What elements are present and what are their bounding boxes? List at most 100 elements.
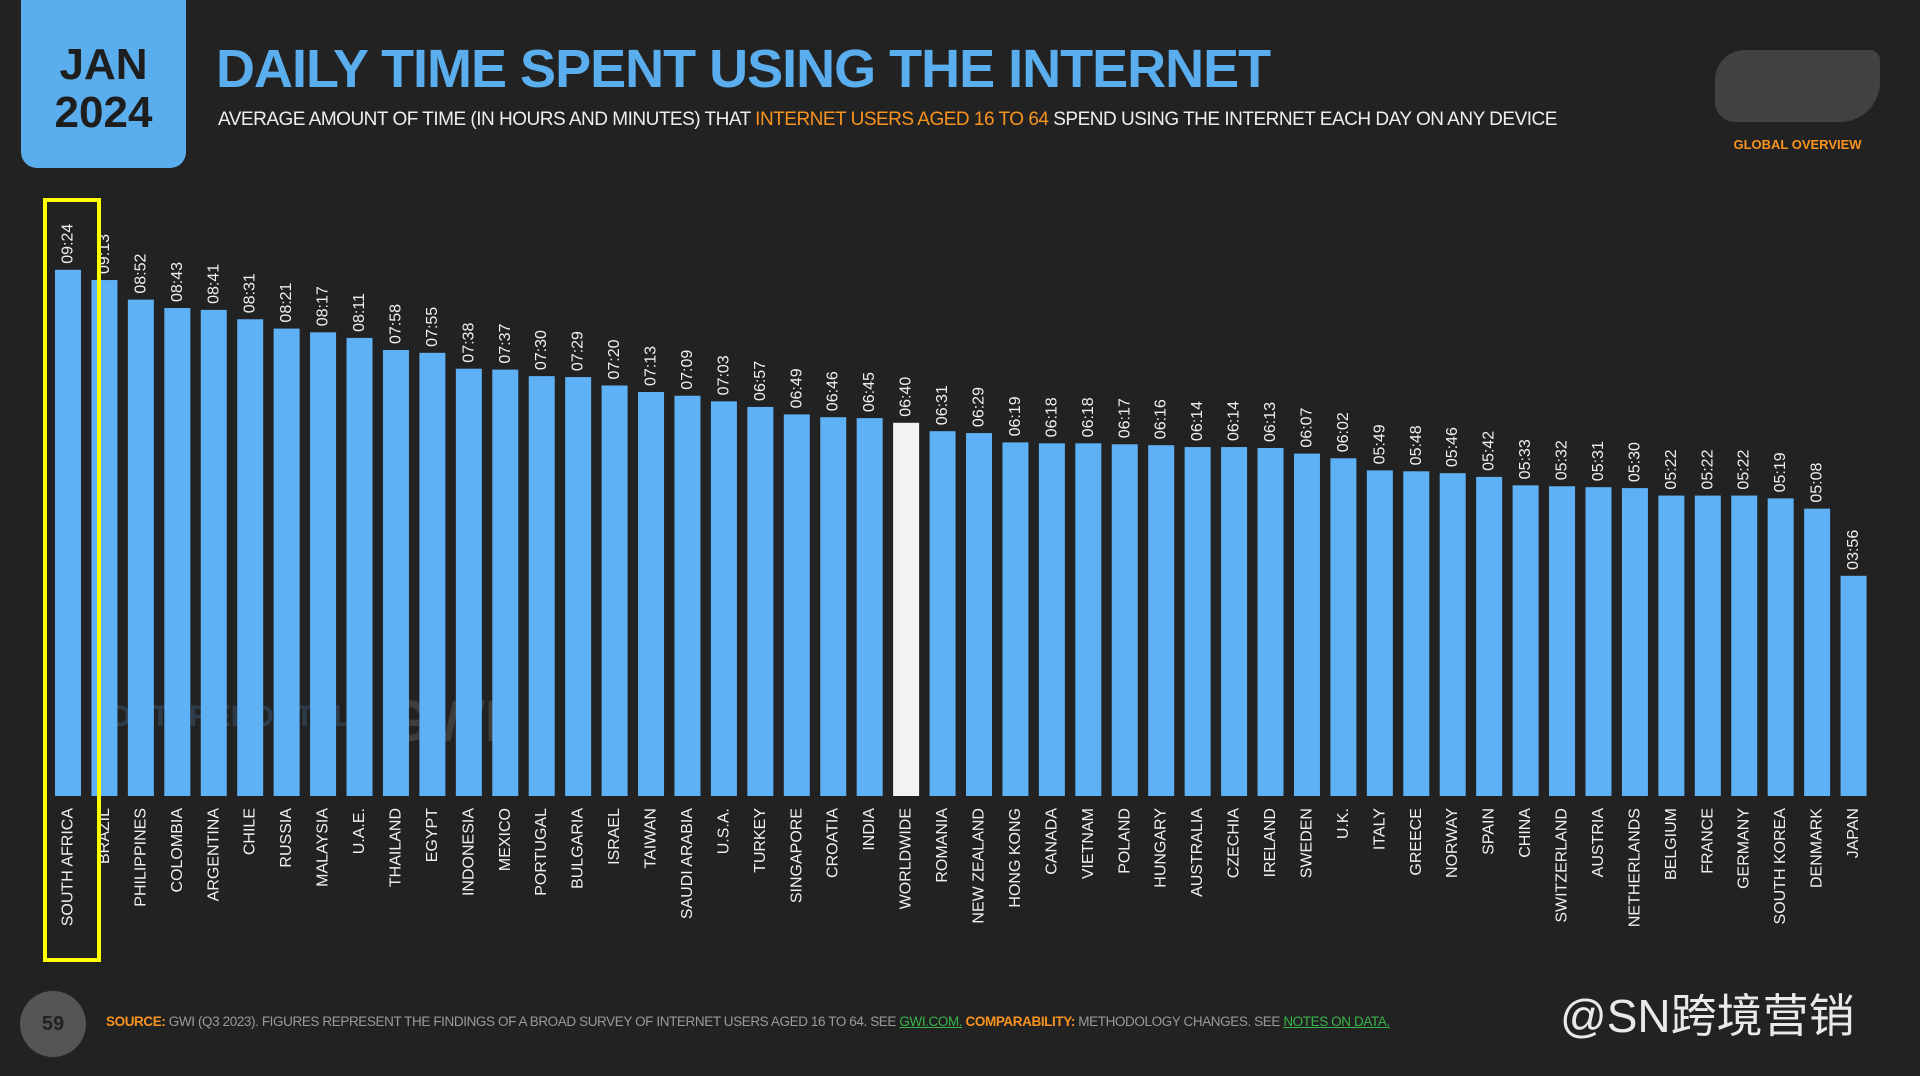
bar: [710, 401, 737, 796]
bar: [237, 319, 264, 796]
bar: [1767, 498, 1794, 796]
category-label: SWEDEN: [1298, 808, 1315, 878]
bar: [747, 406, 774, 796]
badge-year: 2024: [54, 88, 153, 137]
value-label: 05:33: [1517, 439, 1534, 479]
subtitle-part: SPEND USING THE INTERNET EACH DAY ON ANY…: [1048, 109, 1557, 130]
bar: [1840, 575, 1867, 796]
category-label: HONG KONG: [1007, 808, 1024, 908]
bar: [1621, 488, 1648, 796]
bar: [820, 417, 847, 796]
bar: [1002, 442, 1029, 796]
value-label: 06:17: [1116, 398, 1133, 438]
category-label: U.A.E.: [351, 808, 368, 854]
category-label: SPAIN: [1481, 808, 1498, 855]
bar: [1330, 458, 1357, 796]
value-label: 05:42: [1481, 431, 1498, 471]
value-label: 06:18: [1043, 397, 1060, 437]
source-link[interactable]: GWI.COM.: [899, 1014, 963, 1029]
value-label: 07:38: [460, 323, 477, 363]
bar: [200, 309, 227, 796]
bar: [929, 431, 956, 796]
value-label: 05:08: [1809, 462, 1826, 502]
footer-source: SOURCE: GWI (Q3 2023). FIGURES REPRESENT…: [106, 1014, 1390, 1029]
value-label: 06:49: [788, 368, 805, 408]
bar: [1257, 447, 1284, 796]
value-label: 07:29: [570, 331, 587, 371]
value-label: 08:43: [169, 262, 186, 302]
bar: [1075, 443, 1102, 796]
chart-title: DAILY TIME SPENT USING THE INTERNET: [216, 39, 1271, 99]
category-label: GERMANY: [1736, 808, 1753, 889]
source-label: SOURCE:: [106, 1014, 166, 1029]
bar: [1585, 487, 1612, 796]
category-label: BULGARIA: [570, 808, 587, 889]
value-label: 05:22: [1699, 449, 1716, 489]
source-text: GWI (Q3 2023). FIGURES REPRESENT THE FIN…: [165, 1014, 900, 1029]
value-label: 06:46: [825, 371, 842, 411]
badge-month: JAN: [59, 40, 148, 89]
category-label: VIETNAM: [1080, 808, 1097, 879]
value-label: 07:37: [497, 323, 514, 363]
category-label: NORWAY: [1444, 808, 1461, 878]
category-label: NETHERLANDS: [1626, 808, 1643, 927]
category-label: SWITZERLAND: [1554, 808, 1571, 923]
bar: [1221, 447, 1248, 796]
value-label: 09:24: [60, 224, 77, 264]
bar: [893, 422, 920, 796]
bar: [1184, 447, 1211, 796]
bar: [419, 352, 446, 796]
bar: [1293, 453, 1320, 796]
bar: [127, 299, 154, 796]
category-label: EGYPT: [424, 808, 441, 862]
bar: [1403, 471, 1430, 796]
bar: [1476, 476, 1503, 796]
value-label: 07:30: [533, 330, 550, 370]
category-label: CHINA: [1517, 808, 1534, 858]
category-label: PORTUGAL: [533, 808, 550, 896]
highlight-box: [43, 198, 101, 962]
value-label: 08:21: [278, 282, 295, 322]
bar: [1658, 495, 1685, 796]
bar: [638, 392, 665, 796]
value-label: 06:40: [898, 377, 915, 417]
category-label: PHILIPPINES: [132, 808, 149, 907]
chart-subtitle: AVERAGE AMOUNT OF TIME (IN HOURS AND MIN…: [218, 109, 1557, 131]
page-number: 59: [20, 991, 86, 1057]
value-label: 06:13: [1262, 402, 1279, 442]
category-label: AUSTRALIA: [1189, 808, 1206, 897]
bar: [455, 368, 482, 796]
notes-link[interactable]: NOTES ON DATA.: [1283, 1014, 1390, 1029]
bar: [310, 332, 337, 796]
category-label: MEXICO: [497, 808, 514, 871]
bar: [1694, 495, 1721, 796]
value-label: 08:31: [242, 273, 259, 313]
value-label: 07:13: [643, 346, 660, 386]
value-label: 07:09: [679, 350, 696, 390]
world-map-icon: [1715, 50, 1880, 122]
bar: [674, 395, 701, 796]
comparability-label: COMPARABILITY:: [962, 1014, 1076, 1029]
value-label: 03:56: [1845, 530, 1862, 570]
value-label: 05:48: [1408, 425, 1425, 465]
bar: [55, 269, 81, 797]
corner-label: GLOBAL OVERVIEW: [1733, 137, 1862, 152]
value-label: 07:20: [606, 339, 623, 379]
category-label: ROMANIA: [934, 808, 951, 883]
category-label: TURKEY: [752, 808, 769, 873]
category-label: GREECE: [1408, 808, 1425, 876]
value-label: 06:31: [934, 385, 951, 425]
value-label: 05:31: [1590, 441, 1607, 481]
bar: [1148, 445, 1175, 796]
category-label: CHILE: [242, 808, 259, 855]
subtitle-part: AVERAGE AMOUNT OF TIME (IN HOURS AND MIN…: [218, 109, 756, 130]
category-label: ITALY: [1371, 808, 1388, 850]
category-label: U.K.: [1335, 808, 1352, 839]
bar: [164, 308, 191, 796]
value-label: 06:16: [1153, 399, 1170, 439]
category-label: SOUTH AFRICA: [60, 808, 77, 927]
value-label: 06:18: [1080, 397, 1097, 437]
value-label: 06:57: [752, 361, 769, 401]
category-label: SAUDI ARABIA: [679, 808, 696, 919]
category-label: AUSTRIA: [1590, 808, 1607, 878]
